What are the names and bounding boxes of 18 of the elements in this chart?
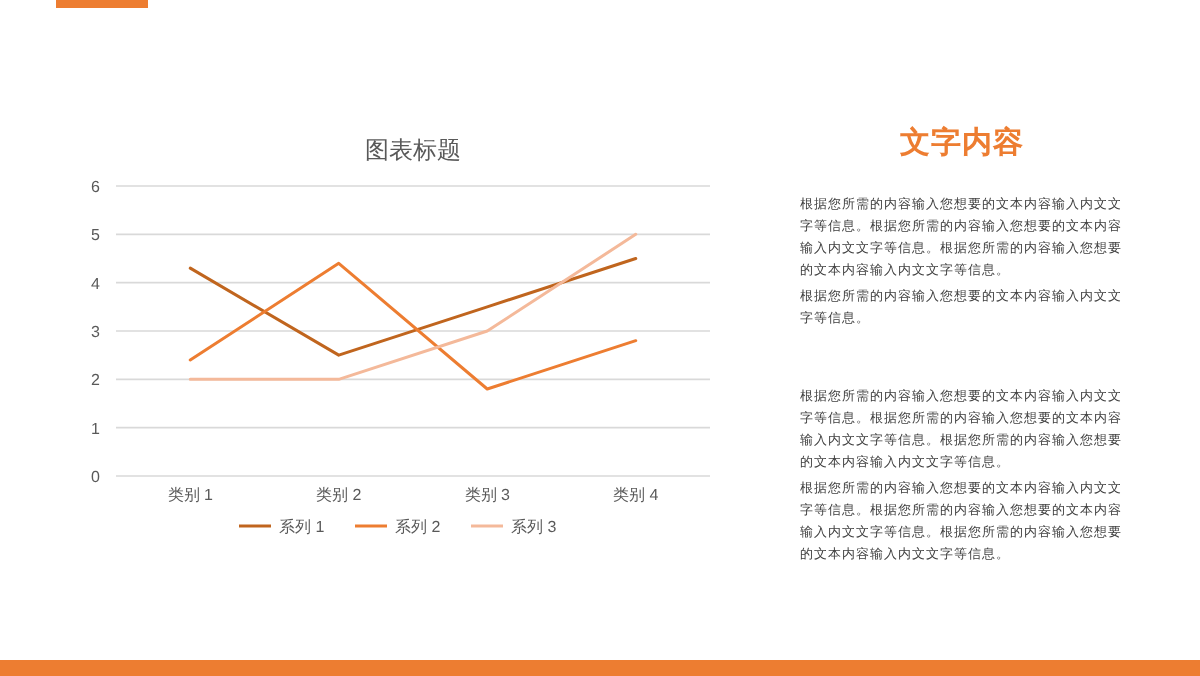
line-series xyxy=(188,257,638,357)
y-tick-label: 2 xyxy=(91,371,102,390)
x-tick-label: 类别 1 xyxy=(167,486,215,504)
text: 文字内容 xyxy=(898,124,1026,162)
y-tick-label: 5 xyxy=(91,226,102,245)
y-tick-label: 1 xyxy=(91,419,102,438)
y-tick-label: 6 xyxy=(91,178,102,196)
legend-label: 系列 3 xyxy=(511,518,558,536)
y-tick-label: 0 xyxy=(91,468,102,486)
line-series xyxy=(188,261,638,391)
legend-label: 系列 1 xyxy=(279,518,326,536)
y-tick-label: 4 xyxy=(91,274,102,293)
x-tick-label: 类别 4 xyxy=(613,486,660,504)
x-tick-label: 类别 2 xyxy=(316,486,363,504)
chart-title: 图表标题 xyxy=(365,136,461,164)
x-tick-label: 类别 3 xyxy=(464,486,512,504)
legend-label: 系列 2 xyxy=(395,518,442,536)
y-tick-label: 3 xyxy=(91,323,102,341)
